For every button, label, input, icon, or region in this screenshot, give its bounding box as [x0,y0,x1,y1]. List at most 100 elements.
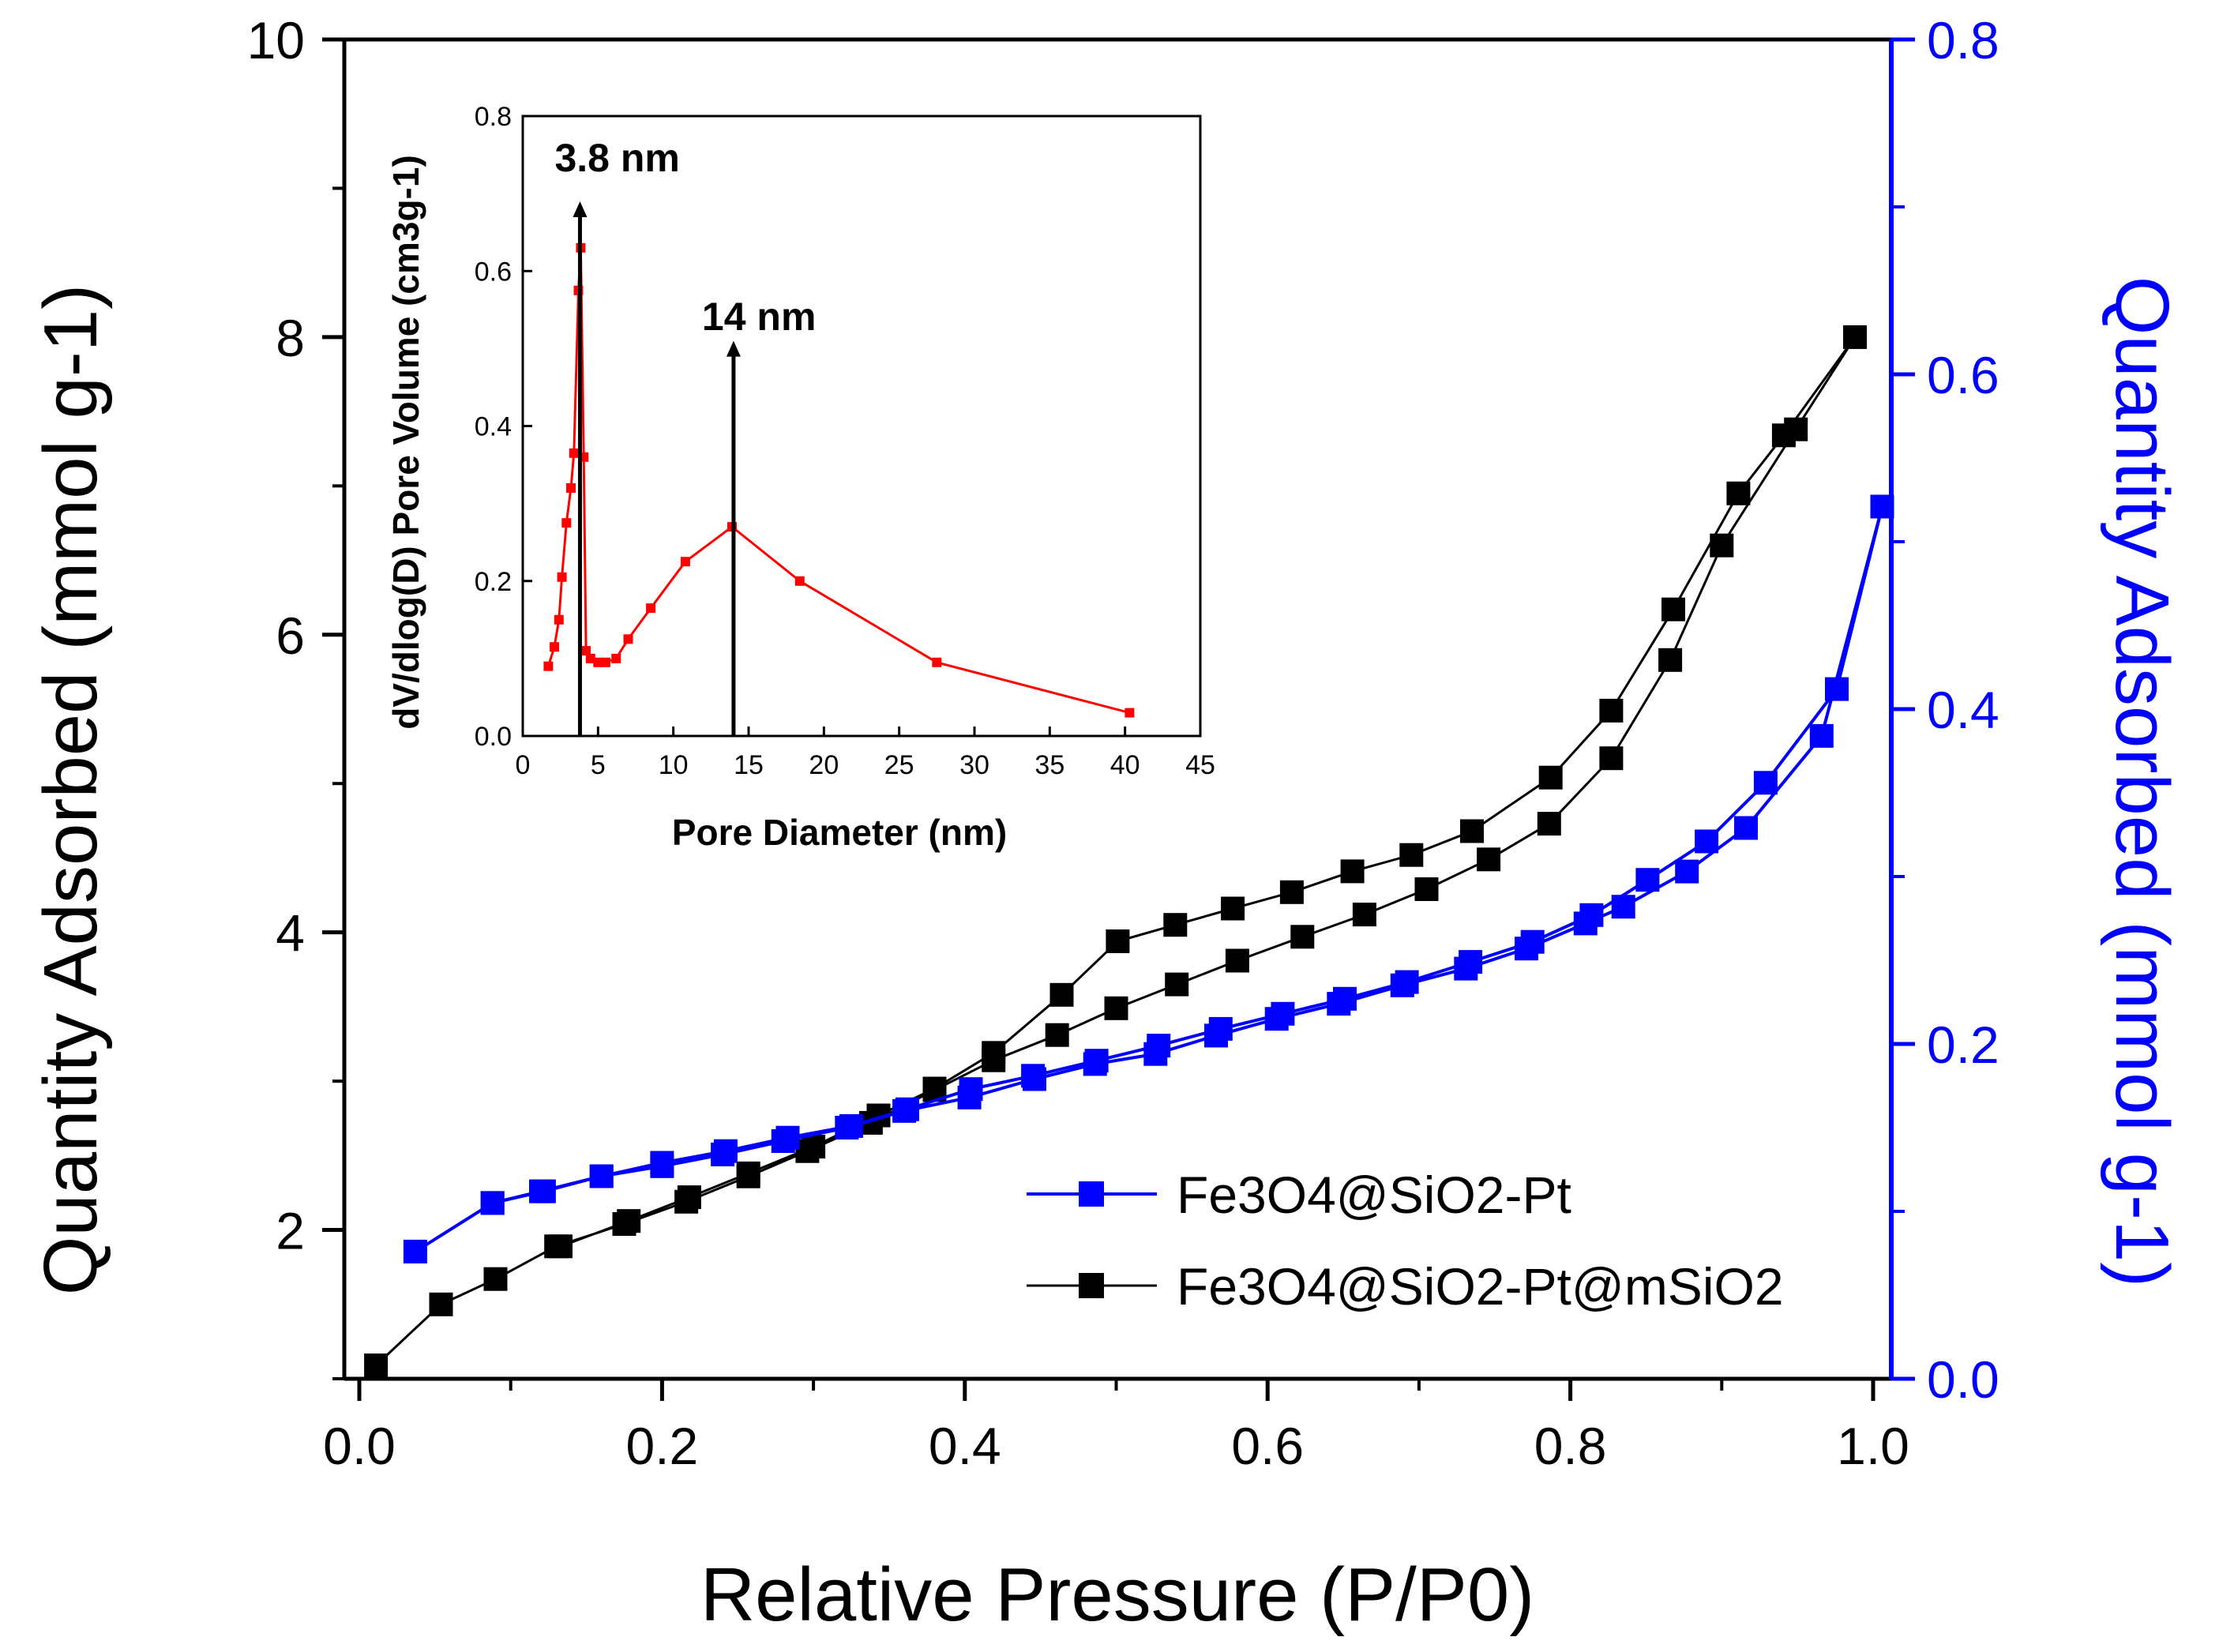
data-point-blue [1390,973,1414,997]
y-tick-label: 6 [276,606,305,665]
right-y-tick-label: 0.2 [1927,1016,1999,1074]
right-y-axis-title-text: Quantity Adsorbed (mmol g-1) [2100,276,2184,1288]
data-point-black [1045,1023,1069,1047]
data-point-black [1104,996,1128,1020]
legend: Fe3O4@SiO2-Pt Fe3O4@SiO2-Pt@mSiO2 [1027,1166,1784,1316]
inset-x-tick-label: 20 [809,750,839,780]
data-point-black [1537,812,1561,836]
inset-data-point [1125,708,1135,718]
data-point-black [1538,765,1563,790]
data-point-blue [1870,494,1894,519]
y-axis-title: Quantity Adsorbed (mmol g-1) [28,284,113,1296]
inset-data-point [611,653,621,663]
data-point-blue [1204,1023,1228,1048]
data-point-blue [1264,1007,1289,1031]
inset-data-point [557,572,567,582]
data-point-black [549,1234,573,1259]
data-point-black [982,1041,1006,1065]
inset-x-tick-label: 10 [659,750,689,780]
inset-x-tick-label: 30 [959,750,989,780]
inset-x-tick-label: 25 [884,750,914,780]
data-point-blue [1023,1067,1046,1091]
data-point-blue [957,1085,982,1109]
x-tick-label: 0.0 [323,1417,396,1475]
inset-arrow-head [573,201,588,217]
data-point-blue [1143,1042,1168,1066]
inset-y-tick-label: 0.2 [475,567,512,597]
data-point-black [1726,481,1751,505]
data-point-black [1843,325,1867,349]
x-axis-title: Relative Pressure (P/P0) [700,1553,1534,1637]
data-point-blue [403,1239,427,1263]
data-point-blue [771,1129,795,1153]
data-point-blue [589,1164,614,1188]
inset-data-point [543,661,554,671]
data-point-black [1414,877,1439,901]
data-point-black [1049,982,1074,1007]
y-tick-label: 2 [276,1202,305,1260]
data-point-black [1661,597,1685,621]
inset-data-point [569,448,579,458]
data-point-blue [1734,816,1758,840]
legend-marker-blue [1079,1181,1104,1207]
inset-y-tick-label: 0.8 [475,102,512,132]
data-point-black [1221,896,1245,921]
data-point-blue [1753,771,1778,795]
y-tick-label: 4 [276,904,305,963]
x-axis-ticks: 0.0 0.2 0.4 0.6 0.8 1.0 [323,1379,1909,1475]
data-point-black [1399,843,1424,867]
inset-data-point [623,634,633,644]
data-point-blue [892,1098,917,1123]
series-layer [364,325,1894,1377]
data-point-black [1165,972,1189,997]
data-point-black [736,1161,760,1185]
data-point-blue [1327,992,1351,1016]
data-point-black [1477,847,1501,872]
right-y-axis-ticks: 0.0 0.2 0.4 0.6 0.8 [1891,11,1999,1409]
legend-label-black: Fe3O4@SiO2-Pt@mSiO2 [1177,1257,1784,1316]
y-axis-ticks: 2 4 6 8 10 [247,11,344,1380]
data-point-black [1279,880,1304,904]
data-point-blue [480,1191,505,1215]
inset-data-point [794,576,805,586]
inset-data-point [581,646,591,656]
data-point-blue [1454,956,1478,981]
x-tick-label: 1.0 [1837,1417,1909,1475]
inset-x-ticks: 0 5 10 15 20 25 30 35 40 45 [516,727,1215,780]
inset-frame [521,115,1202,738]
right-y-axis-title: Quantity Adsorbed (mmol g-1) [2100,276,2184,1288]
inset-data-point [550,642,559,652]
data-point-black [1710,533,1734,558]
inset-arrow-head [726,340,741,357]
inset-y-tick-label: 0.6 [475,257,512,287]
data-point-black [802,1135,826,1158]
data-point-black [1658,648,1683,672]
right-y-tick-label: 0.6 [1927,346,1999,404]
data-point-black [1599,698,1624,723]
inset-x-tick-label: 40 [1110,750,1140,780]
inset-x-tick-label: 0 [516,750,531,780]
inset-annotation-label: 14 nm [702,295,817,339]
data-point-black [1460,819,1484,843]
data-point-black [1106,929,1130,953]
data-point-black [922,1076,947,1101]
data-point-black [483,1267,508,1291]
data-point-blue [650,1154,674,1178]
data-point-blue [1825,677,1849,701]
inset-x-tick-label: 35 [1034,750,1064,780]
x-tick-label: 0.8 [1534,1417,1607,1475]
data-point-black [617,1209,641,1233]
data-point-blue [1635,868,1660,892]
inset-data-point [646,603,656,614]
data-point-blue [711,1142,735,1166]
data-point-blue [1611,895,1635,919]
inset-data-point [585,653,595,663]
data-point-black [1290,925,1315,949]
inset-x-tick-label: 15 [734,750,764,780]
legend-label-blue: Fe3O4@SiO2-Pt [1177,1166,1571,1224]
data-point-blue [529,1179,553,1203]
right-y-tick-label: 0.8 [1927,11,1999,69]
data-point-black [429,1292,453,1316]
data-point-blue [1083,1052,1107,1076]
